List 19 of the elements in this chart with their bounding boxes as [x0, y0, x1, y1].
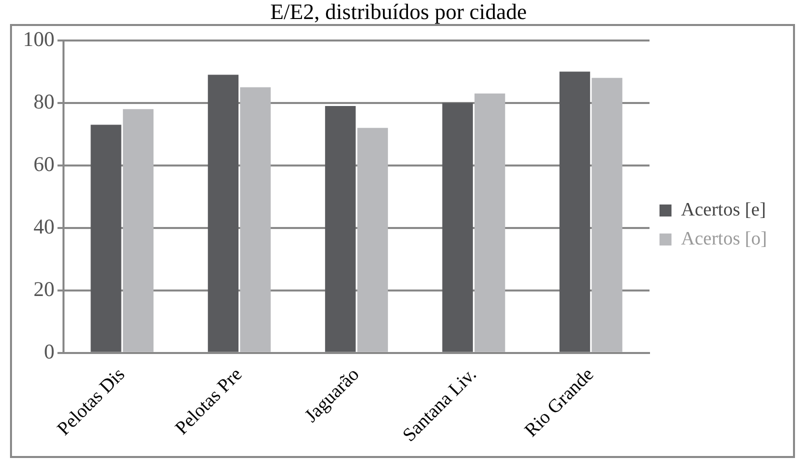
bar [559, 72, 590, 352]
bar [592, 78, 622, 352]
y-tick-label: 100 [23, 26, 54, 51]
legend-label: Acertos [o] [681, 228, 768, 250]
bar [474, 94, 506, 352]
bar [442, 102, 473, 352]
legend-label: Acertos [e] [681, 199, 766, 220]
y-tick-label: 20 [34, 276, 54, 301]
y-tick-label: 80 [34, 89, 54, 114]
y-tick-label: 0 [44, 339, 54, 364]
bar [122, 109, 154, 352]
bar [208, 74, 238, 352]
y-tick-label: 40 [34, 214, 54, 238]
bar [325, 106, 356, 352]
chart-title: E/E2, distribuídos por cidade [270, 0, 527, 24]
bar [357, 128, 388, 352]
y-tick-label: 60 [34, 152, 54, 176]
bar [240, 87, 271, 352]
bar [90, 124, 122, 352]
